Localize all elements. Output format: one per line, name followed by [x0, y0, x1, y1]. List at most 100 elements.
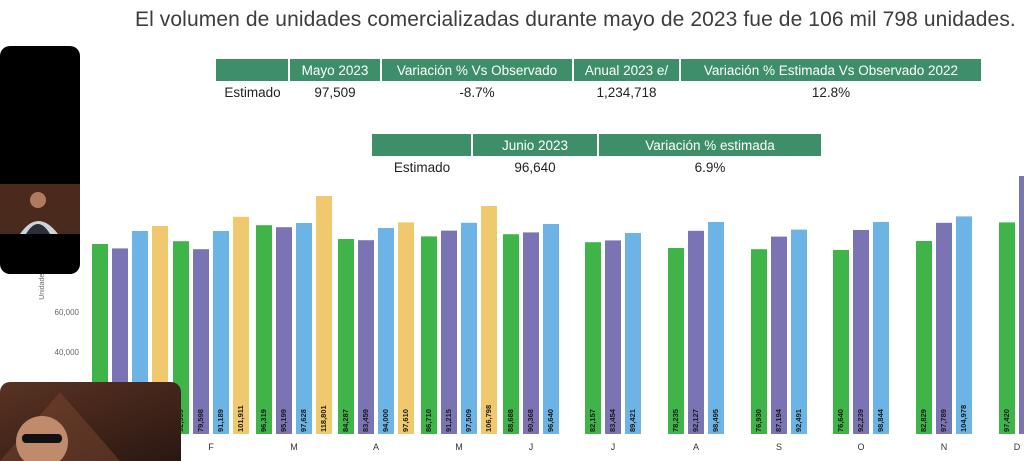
bar-value-label: 92,127 [691, 409, 700, 432]
person-avatar-icon [0, 392, 120, 461]
bar-purple [605, 240, 621, 434]
bar-purple [193, 249, 209, 434]
summary-table-may: Mayo 2023 Variación % Vs Observado Anual… [216, 59, 983, 103]
bar-purple [1019, 176, 1024, 434]
bar-value-label: 87,194 [774, 408, 783, 432]
summary-table-june: Junio 2023 Variación % estimada Estimado… [372, 134, 823, 178]
bar-blue [708, 222, 724, 434]
month-label: J [611, 442, 616, 452]
bar-value-label: 82,829 [919, 409, 928, 432]
bar-blue [296, 223, 312, 434]
bar-green [833, 250, 849, 434]
month-label: F [208, 442, 214, 452]
bar-purple [358, 240, 374, 434]
header-cell: Junio 2023 [472, 134, 599, 156]
header-cell: Anual 2023 e/ [573, 59, 681, 81]
bar-blue [791, 229, 807, 434]
bar-yellow [316, 196, 332, 434]
bar-blue [625, 233, 641, 434]
month-label: M [455, 442, 463, 452]
bar-yellow [398, 222, 414, 434]
bar-green [503, 234, 519, 434]
month-label: D [1014, 442, 1021, 452]
bar-value-label: 76,640 [836, 409, 845, 432]
bar-value-label: 98,844 [876, 408, 885, 432]
bar-value-label: 91,189 [216, 409, 225, 432]
month-label: S [776, 442, 782, 452]
bar-value-label: 84,287 [341, 409, 350, 432]
bar-value-label: 79,598 [196, 409, 205, 432]
bar-value-label: 91,215 [444, 409, 453, 432]
bar-blue [956, 216, 972, 434]
bar-blue [461, 222, 477, 434]
bar-purple [688, 230, 704, 434]
bar-green [916, 241, 932, 434]
bar-green [338, 239, 354, 434]
month-label: J [529, 442, 534, 452]
value-cell: -8.7% [459, 84, 495, 100]
participant-video-top[interactable] [0, 46, 80, 274]
bar-value-label: 76,930 [754, 409, 763, 432]
bar-value-label: 96,640 [546, 409, 555, 432]
header-cell: Mayo 2023 [289, 59, 382, 81]
bar-value-label: 83,454 [608, 408, 617, 432]
value-cell: 6.9% [694, 159, 726, 175]
bar-purple [936, 222, 952, 434]
bar-value-label: 98,495 [711, 409, 720, 432]
bar-value-label: 89,421 [628, 409, 637, 432]
bar-blue [378, 228, 394, 434]
bar-value-label: 106,798 [484, 405, 493, 432]
bar-value-label: 86,710 [424, 409, 433, 432]
bar-blue [213, 231, 229, 434]
bar-value-label: 92,491 [794, 409, 803, 432]
bar-value-label: 97,628 [299, 409, 308, 432]
bar-value-label: 94,000 [381, 409, 390, 432]
bar-value-label: 96,319 [259, 409, 268, 432]
bar-green [668, 248, 684, 434]
bar-blue [873, 222, 889, 434]
month-label: O [857, 442, 864, 452]
header-cell: Variación % Vs Observado [381, 59, 574, 81]
slide-headline: El volumen de unidades comercializadas d… [135, 8, 1016, 31]
table-corner [216, 59, 290, 81]
table-corner [372, 134, 473, 156]
bar-value-label: 82,157 [588, 409, 597, 432]
bar-purple [771, 236, 787, 434]
bar-value-label: 97,789 [939, 409, 948, 432]
bar-blue [543, 224, 559, 434]
row-label: Estimado [393, 159, 451, 175]
value-cell: 12.8% [811, 84, 851, 100]
header-cell: Variación % Estimada Vs Observado 2022 [680, 59, 983, 81]
y-tick-label: 60,000 [55, 308, 80, 317]
bar-value-label: 95,199 [279, 409, 288, 432]
y-axis-title: Unidades [39, 270, 46, 300]
month-label: A [693, 442, 699, 452]
bar-purple [441, 230, 457, 434]
bar-green [751, 249, 767, 434]
bar-purple [523, 232, 539, 434]
header-cell: Variación % estimada [598, 134, 823, 156]
value-cell: 97,509 [314, 84, 356, 100]
bar-value-label: 88,688 [506, 409, 515, 432]
bar-purple [853, 230, 869, 434]
bar-value-label: 118,801 [319, 405, 328, 432]
bar-value-label: 90,368 [526, 409, 535, 432]
bar-value-label: 97,420 [1002, 409, 1011, 432]
bar-purple [276, 227, 292, 434]
bar-green [256, 225, 272, 434]
y-tick-label: 40,000 [55, 348, 80, 357]
bar-green [999, 222, 1015, 434]
bar-value-label: 104,978 [959, 405, 968, 432]
bar-value-label: 92,239 [856, 409, 865, 432]
month-label: N [941, 442, 948, 452]
value-cell: 96,640 [514, 159, 556, 175]
value-cell: 1,234,718 [596, 84, 657, 100]
bar-green [421, 236, 437, 434]
bar-value-label: 97,509 [464, 409, 473, 432]
row-label: Estimado [224, 84, 281, 100]
bar-yellow [481, 206, 497, 434]
bar-value-label: 101,911 [236, 405, 245, 432]
bar-green [585, 242, 601, 434]
participant-video-bottom[interactable] [0, 382, 181, 461]
bar-yellow [233, 216, 249, 434]
